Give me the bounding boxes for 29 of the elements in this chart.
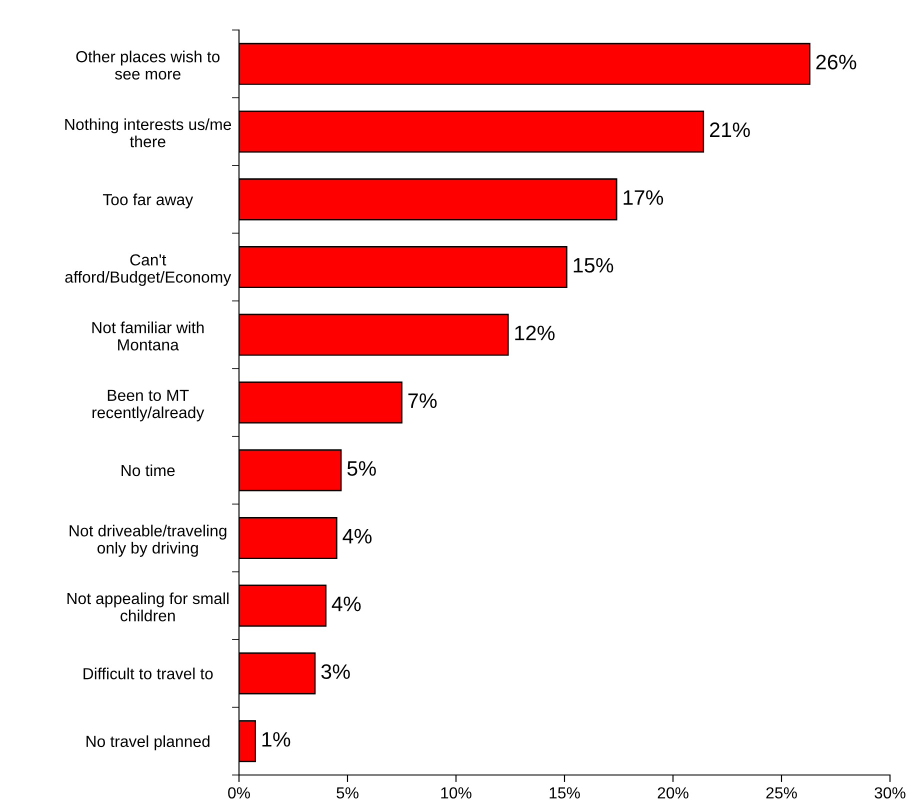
data-label: 4% (332, 596, 361, 612)
x-tick-label: 20% (658, 787, 688, 799)
y-tick-label: No time (122, 464, 175, 476)
data-label: 5% (347, 461, 376, 476)
x-tick-label: 5% (336, 787, 358, 799)
data-label: 17% (624, 190, 664, 205)
y-tick-label: Been to MT recently/already (92, 390, 204, 422)
x-tick-label: 15% (550, 787, 580, 799)
y-tick-label: Other places wish to see more (76, 50, 220, 80)
y-tick-label: Can't afford/Budget/Economy (65, 254, 232, 286)
x-tick-label: 10% (441, 787, 472, 799)
y-tick-label: Not driveable/traveling only by driving (70, 524, 226, 557)
y-tick-label: Not appealing for small children (67, 592, 228, 622)
x-tick-label: 0% (228, 787, 250, 799)
data-label: 3% (321, 664, 350, 679)
data-label: 26% (816, 54, 856, 70)
data-label: 12% (515, 326, 555, 340)
y-tick-label: No travel planned (86, 735, 210, 750)
x-tick-label: 25% (766, 787, 797, 799)
y-tick-label: Difficult to travel to (84, 668, 213, 680)
data-label: 7% (408, 393, 437, 408)
data-label: 1% (262, 732, 290, 747)
x-tick-label: 30% (874, 787, 906, 799)
y-tick-label: Not familiar with Montana (92, 322, 204, 350)
y-tick-label: Nothing interests us/me there (65, 118, 232, 148)
y-tick-label: Too far away (102, 194, 194, 208)
data-label: 4% (342, 528, 372, 544)
data-label: 15% (574, 258, 614, 273)
data-label: 21% (710, 122, 750, 138)
